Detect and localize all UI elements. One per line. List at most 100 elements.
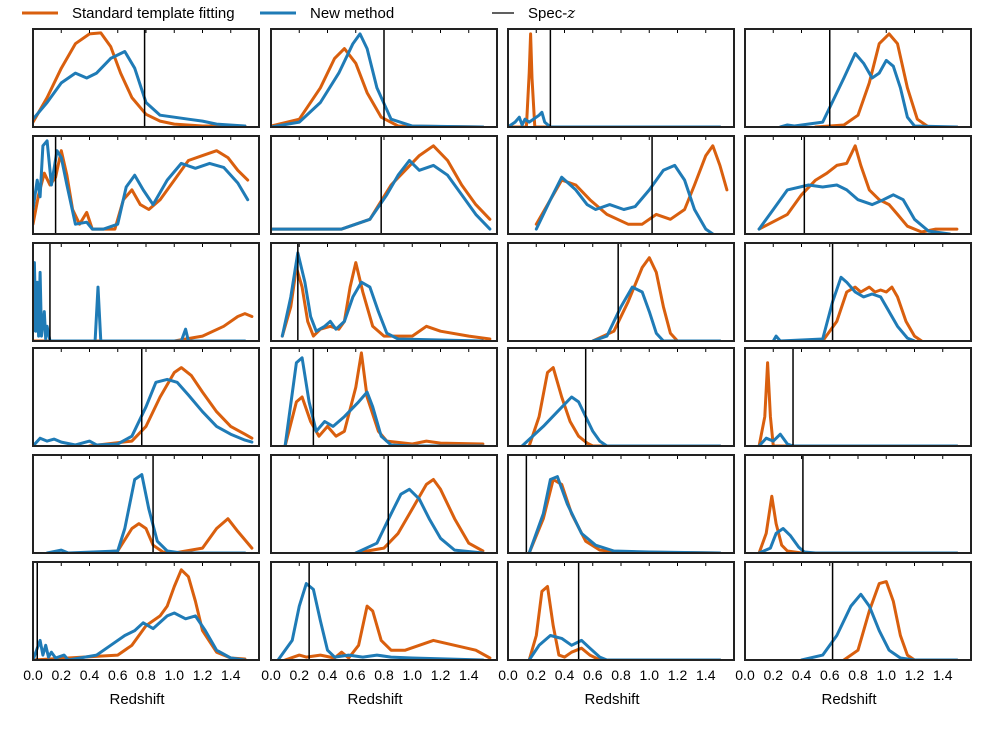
x-tick-label: 0.0 <box>261 667 281 683</box>
x-axis-col3: 0.0 0.2 0.4 0.6 0.8 1.0 1.2 1.4 Redshift <box>735 667 952 708</box>
new-method-line <box>778 52 959 127</box>
template-fitting-line <box>280 261 492 341</box>
panel-r1-c1 <box>270 135 498 235</box>
panel-frame <box>270 454 498 554</box>
new-method-line <box>800 592 959 660</box>
panel-frame <box>744 28 972 128</box>
new-method-line <box>276 582 485 660</box>
panel-frame <box>270 561 498 661</box>
new-method-line <box>354 487 485 553</box>
new-method-line <box>508 110 722 127</box>
x-axis-col1: 0.0 0.2 0.4 0.6 0.8 1.0 1.2 1.4 Redshift <box>261 667 478 708</box>
panel-r1-c0 <box>32 135 260 235</box>
new-method-line <box>33 377 254 446</box>
new-method-line <box>33 261 247 341</box>
panel-frame <box>507 561 735 661</box>
panel-frame <box>32 242 260 342</box>
panel-frame <box>744 561 972 661</box>
x-tick-label: 0.0 <box>735 667 755 683</box>
panel-frame <box>744 135 972 235</box>
panel-r4-c2 <box>507 454 735 554</box>
panel-frame <box>270 347 498 447</box>
legend-item-template: Standard template fitting <box>22 5 235 22</box>
x-tick-label: 0.2 <box>290 667 310 683</box>
panel-frame <box>32 454 260 554</box>
x-tick-label: 1.4 <box>459 667 479 683</box>
new-method-line <box>271 159 492 231</box>
x-tick-label: 0.4 <box>792 667 812 683</box>
new-method-line <box>527 475 722 553</box>
new-method-line <box>271 32 485 127</box>
x-tick-label: 0.4 <box>555 667 575 683</box>
x-tick-label: 0.2 <box>52 667 72 683</box>
template-fitting-line <box>527 478 722 553</box>
template-fitting-line <box>757 494 959 553</box>
new-method-line <box>33 611 247 660</box>
panel-r3-c1 <box>270 347 498 447</box>
panel-r5-c3 <box>744 561 972 661</box>
template-fitting-line <box>527 366 722 446</box>
x-axis-col0: 0.0 0.2 0.4 0.6 0.8 1.0 1.2 1.4 Redshift <box>23 667 240 708</box>
legend-label-italic: z <box>566 4 575 22</box>
template-fitting-line <box>88 366 254 446</box>
panel-r2-c0 <box>32 242 260 342</box>
new-method-line <box>33 50 247 127</box>
x-tick-label: 1.4 <box>933 667 953 683</box>
panel-r2-c2 <box>507 242 735 342</box>
x-tick-label: 1.2 <box>668 667 688 683</box>
x-tick-label: 1.0 <box>640 667 660 683</box>
panel-r3-c3 <box>744 347 972 447</box>
x-tick-label: 0.2 <box>527 667 547 683</box>
x-axis-label: Redshift <box>584 691 640 708</box>
panel-r4-c3 <box>744 454 972 554</box>
panel-frame <box>32 135 260 235</box>
x-tick-label: 0.4 <box>318 667 338 683</box>
new-method-line <box>757 183 952 234</box>
template-fitting-line <box>283 351 485 446</box>
new-method-line <box>33 139 250 231</box>
x-tick-label: 0.0 <box>23 667 43 683</box>
template-fitting-line <box>527 585 722 660</box>
template-fitting-line <box>508 32 722 127</box>
new-method-line <box>534 163 715 234</box>
template-fitting-line <box>591 256 722 341</box>
template-fitting-line <box>821 285 924 341</box>
panel-r3-c2 <box>507 347 735 447</box>
panel-frame <box>507 135 735 235</box>
template-fitting-line <box>757 361 959 446</box>
legend-label-template: Standard template fitting <box>72 5 235 22</box>
panel-r4-c0 <box>32 454 260 554</box>
new-method-line <box>45 473 247 553</box>
template-fitting-line <box>33 149 250 231</box>
panel-r1-c3 <box>744 135 972 235</box>
x-tick-label: 0.6 <box>820 667 840 683</box>
panel-frame <box>270 28 498 128</box>
template-fitting-line <box>814 32 959 127</box>
panel-r2-c1 <box>270 242 498 342</box>
x-tick-label: 0.6 <box>346 667 366 683</box>
panel-r0-c0 <box>32 28 260 128</box>
x-tick-label: 0.8 <box>136 667 156 683</box>
x-tick-label: 1.2 <box>193 667 213 683</box>
x-tick-label: 1.2 <box>431 667 451 683</box>
panel-frame <box>507 347 735 447</box>
x-tick-label: 0.6 <box>583 667 603 683</box>
x-tick-label: 1.2 <box>905 667 925 683</box>
new-method-line <box>757 432 959 446</box>
new-method-line <box>520 395 722 446</box>
template-fitting-line <box>534 144 729 226</box>
legend-label-specz: Spec-z <box>528 4 575 22</box>
x-axis-col2: 0.0 0.2 0.4 0.6 0.8 1.0 1.2 1.4 Redshift <box>498 667 715 708</box>
new-method-line <box>757 527 959 553</box>
legend: Standard template fitting New method Spec-… <box>22 4 575 22</box>
x-tick-label: 0.2 <box>764 667 784 683</box>
panel-frame <box>507 242 735 342</box>
panel-frame <box>32 561 260 661</box>
panel-r3-c0 <box>32 347 260 447</box>
panel-frame <box>32 28 260 128</box>
x-tick-label: 0.8 <box>611 667 631 683</box>
panel-grid <box>32 28 972 661</box>
x-tick-label: 0.8 <box>374 667 394 683</box>
template-fitting-line <box>33 31 247 127</box>
panel-r0-c3 <box>744 28 972 128</box>
